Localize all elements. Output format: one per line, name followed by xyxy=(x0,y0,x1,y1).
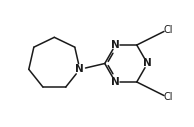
Text: N: N xyxy=(111,40,120,50)
Text: N: N xyxy=(143,59,152,68)
Text: N: N xyxy=(111,77,120,87)
Text: Cl: Cl xyxy=(163,92,172,102)
Text: N: N xyxy=(75,64,84,74)
Text: Cl: Cl xyxy=(163,25,172,35)
